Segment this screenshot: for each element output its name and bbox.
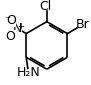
Text: Cl: Cl [39, 0, 51, 13]
Text: O: O [6, 30, 16, 43]
Text: O: O [6, 14, 16, 27]
Text: +: + [17, 22, 24, 31]
Text: H₂N: H₂N [17, 66, 40, 79]
Text: N: N [13, 22, 22, 35]
Text: ⁻: ⁻ [4, 15, 10, 25]
Text: Br: Br [76, 18, 89, 31]
